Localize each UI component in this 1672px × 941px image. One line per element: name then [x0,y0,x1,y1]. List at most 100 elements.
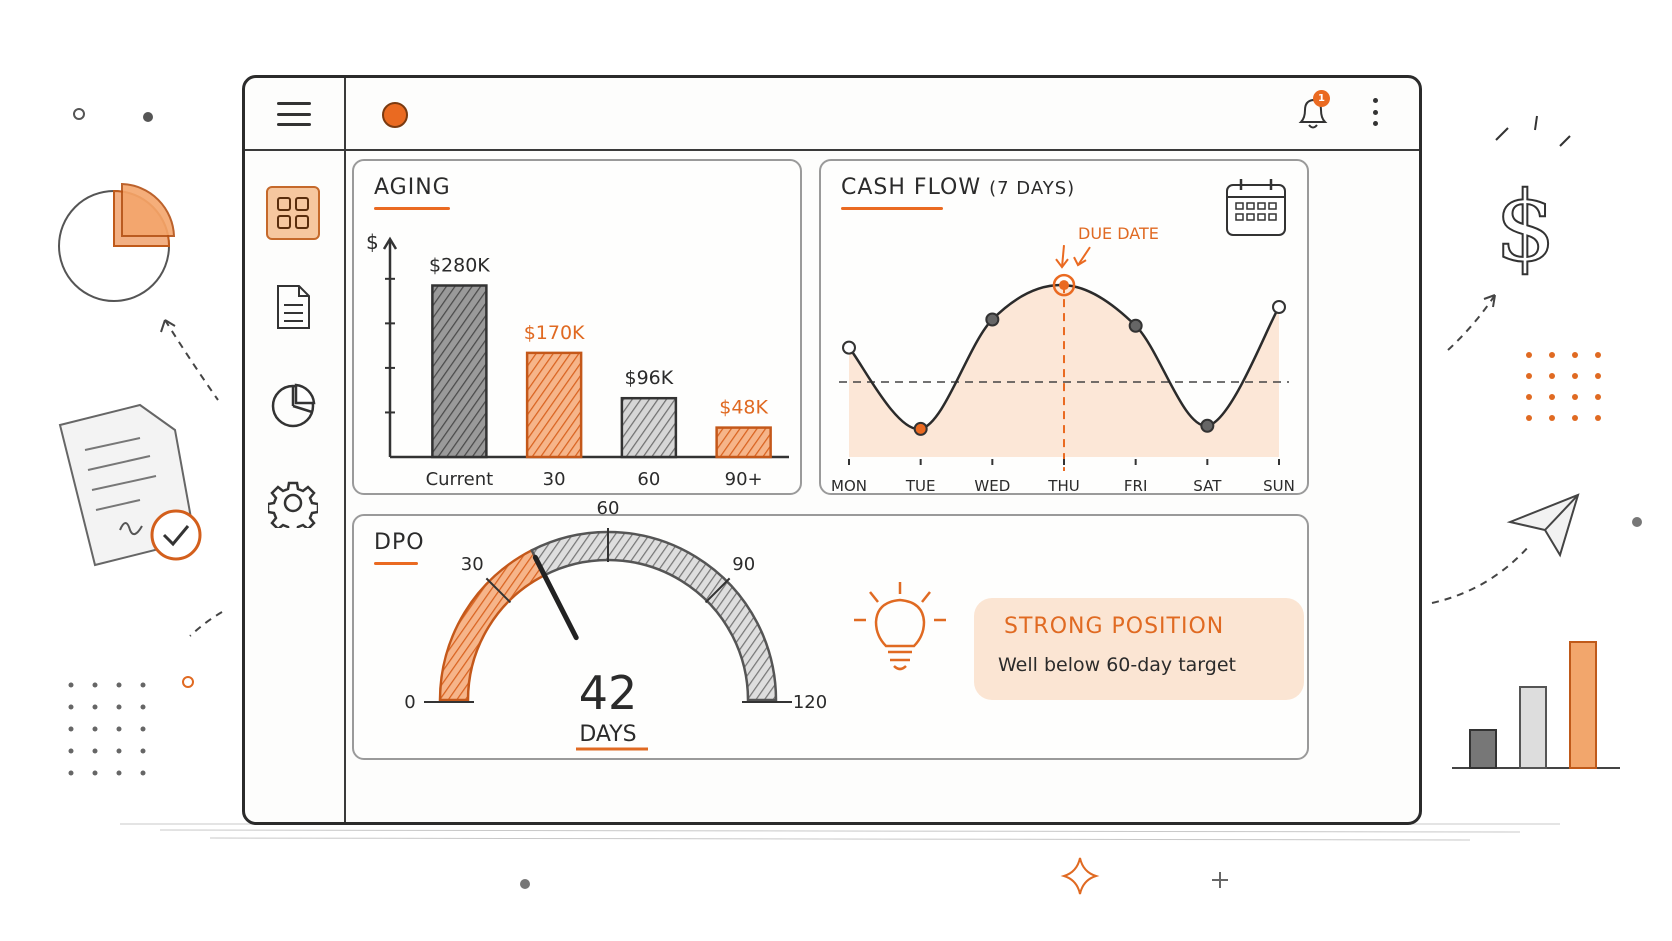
aging-bar-chart: $ $280K Current $170K 30 $96K 60 $48K 90+ [366,230,789,490]
cash-flow-day-label: SUN [1263,477,1295,495]
aging-category-label: 60 [637,469,660,490]
due-date-point-ring [1052,273,1076,297]
aging-title-underline [374,207,450,210]
signed-document-doodle [58,403,202,567]
cash-flow-day-label: SAT [1193,477,1222,495]
calendar-button[interactable] [1225,177,1287,237]
cash-flow-card: CASH FLOW (7 DAYS) [819,159,1309,495]
more-options-icon[interactable] [1365,94,1385,130]
cash-flow-day-label: MON [831,477,867,495]
plus-doodle [1212,872,1228,888]
paper-plane-doodle [1506,493,1580,558]
dashed-arrow-4 [1431,544,1531,604]
dpo-value: 42 [579,666,638,720]
dpo-gauge: 0 30 60 90 120 42 DAYS [404,498,827,751]
aging-data-label: $170K [524,322,585,344]
dpo-title-underline [374,562,418,565]
dot-gray-bottom [520,879,530,889]
cash-flow-point [842,340,856,355]
sidebar-item-reports[interactable] [266,378,320,432]
cash-flow-subtitle: (7 DAYS) [989,178,1076,199]
sidebar-item-documents[interactable] [266,280,320,334]
pie-chart-doodle [58,182,176,302]
topbar-divider [344,78,346,149]
calendar-icon [1226,179,1286,236]
aging-bar [620,396,678,459]
gauge-tick-label: 120 [793,692,827,713]
gauge-tick-label: 0 [404,692,415,713]
notification-bell-button[interactable]: 1 [1295,90,1331,132]
aging-data-label: $280K [429,255,490,277]
insight-subtitle: Well below 60-day target [998,654,1236,676]
mini-bar-chart-doodle [1452,641,1620,769]
aging-bar [715,426,772,459]
sidebar-item-dashboard[interactable] [266,186,320,240]
cash-flow-point [1128,318,1143,333]
dashboard-grid-icon [277,197,309,229]
aging-y-axis-symbol: $ [366,230,379,254]
cash-flow-title-underline [841,207,943,210]
dot-outline [73,108,85,120]
cash-flow-title-text: CASH FLOW [841,175,982,200]
cash-flow-day-label: FRI [1124,477,1147,495]
cash-flow-line-chart: MON TUE WED THU FRI SAT SUN DUE DATE [831,224,1295,495]
dot-grid-right [1526,352,1601,421]
cash-flow-point [985,312,1000,327]
dpo-title: DPO [374,530,425,555]
cash-flow-title: CASH FLOW (7 DAYS) [841,175,1075,200]
svg-text:$: $ [1495,171,1556,283]
lightbulb-icon [854,582,946,671]
dashed-arrow-3 [1447,294,1496,351]
dot-orange [182,676,194,688]
gauge-filled-segment [438,548,547,702]
dot-gray [1632,517,1642,527]
dpo-card: DPO 0 30 60 90 120 42 DAYS [352,498,1309,760]
document-icon [277,285,310,329]
sidebar-item-settings[interactable] [266,476,320,530]
aging-title: AGING [374,175,451,200]
sidebar [245,149,346,822]
aging-bar [431,284,488,459]
insight-title: STRONG POSITION [1004,614,1225,639]
sparkle-icon [1060,857,1100,895]
gauge-tick [704,577,731,604]
dashed-arrow-2 [189,611,223,637]
dollar-sign-doodle: $ [1494,115,1571,284]
aging-category-label: 90+ [725,469,763,490]
dashed-arrow [164,319,219,401]
due-date-annotation: DUE DATE [1078,224,1159,243]
cash-flow-point [913,421,928,436]
gauge-remaining-segment [530,530,778,702]
cash-flow-point [1272,300,1286,314]
hamburger-menu-icon[interactable] [277,102,311,126]
cash-flow-day-label: WED [974,477,1010,495]
cash-flow-point [1200,418,1215,433]
insight-callout: STRONG POSITION Well below 60-day target [974,598,1304,700]
aging-category-label: 30 [543,469,566,490]
notification-badge: 1 [1313,90,1330,107]
gauge-tick-label: 90 [732,554,755,575]
top-bar: 1 [245,78,1419,151]
dot-filled [143,112,153,122]
dpo-unit: DAYS [579,722,636,747]
ground-shading [120,823,1560,841]
gauge-needle [532,554,579,641]
gauge-tick-label: 30 [461,554,484,575]
cash-flow-day-label: THU [1047,477,1079,495]
pie-chart-icon [271,383,316,428]
status-indicator [382,102,408,128]
gauge-tick [485,577,512,604]
aging-bar [525,351,583,459]
aging-data-label: $48K [719,397,768,419]
cash-flow-day-label: TUE [905,477,936,495]
aging-card: AGING $ $280K Current $170K 30 $96K 60 $48K 90+ [352,159,802,495]
gauge-tick-label: 60 [597,498,620,519]
dot-grid-left [68,682,146,776]
cash-flow-point [1059,280,1069,291]
gear-icon [268,481,318,528]
app-window: 1 [242,75,1422,825]
aging-category-label: Current [426,469,494,490]
aging-data-label: $96K [625,367,674,389]
